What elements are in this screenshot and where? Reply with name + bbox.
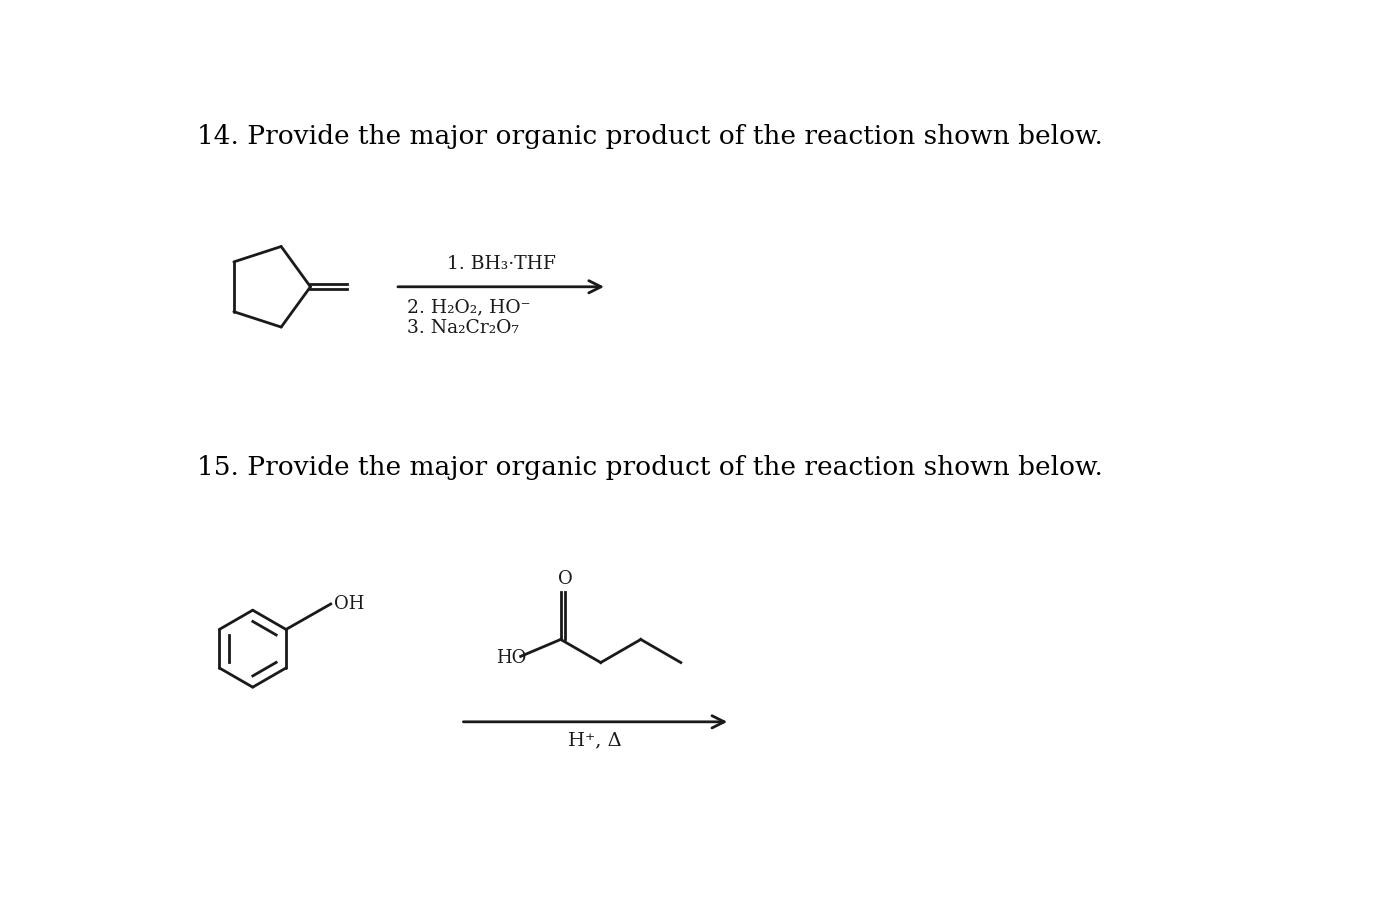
Text: 2. H₂O₂, HO⁻: 2. H₂O₂, HO⁻ [407,298,531,316]
Text: 1. BH₃·THF: 1. BH₃·THF [446,255,555,273]
Text: OH: OH [333,595,364,613]
Text: HO: HO [496,649,526,667]
Text: 14. Provide the major organic product of the reaction shown below.: 14. Provide the major organic product of… [197,123,1104,149]
Text: 3. Na₂Cr₂O₇: 3. Na₂Cr₂O₇ [407,319,518,337]
Text: H⁺, Δ: H⁺, Δ [569,731,623,749]
Text: O: O [558,569,573,588]
Text: 15. Provide the major organic product of the reaction shown below.: 15. Provide the major organic product of… [197,454,1104,480]
